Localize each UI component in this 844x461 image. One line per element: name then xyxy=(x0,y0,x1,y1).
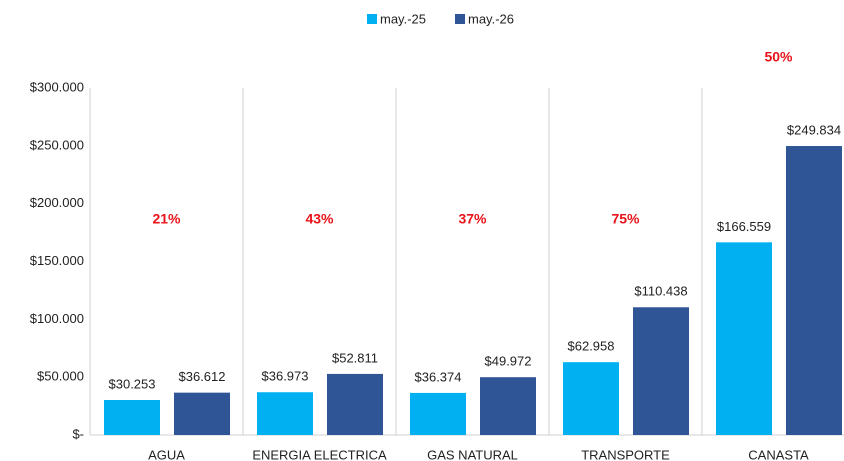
bar xyxy=(633,307,689,435)
bar xyxy=(257,392,313,435)
value-label: $110.438 xyxy=(634,284,687,299)
x-tick-label: CANASTA xyxy=(748,447,809,461)
bar xyxy=(563,362,619,435)
x-tick-label: AGUA xyxy=(148,447,185,461)
value-label: $36.374 xyxy=(415,369,462,384)
x-tick-label: TRANSPORTE xyxy=(581,447,670,461)
x-tick-label: GAS NATURAL xyxy=(427,447,518,461)
legend-label: may.-26 xyxy=(468,11,514,26)
value-label: $249.834 xyxy=(787,122,841,137)
bar xyxy=(480,377,536,435)
bar xyxy=(786,146,842,436)
x-tick-label: ENERGIA ELECTRICA xyxy=(252,447,387,461)
value-label: $36.612 xyxy=(179,369,226,384)
bar xyxy=(174,392,230,435)
annotation: 21% xyxy=(152,211,181,227)
annotation: 37% xyxy=(458,211,487,227)
annotation: 50% xyxy=(764,49,793,65)
bar xyxy=(716,242,772,435)
y-tick-label: $150.000 xyxy=(30,253,84,268)
annotation: 75% xyxy=(611,211,640,227)
value-label: $36.973 xyxy=(262,369,309,384)
bar xyxy=(327,373,383,435)
y-tick-label: $- xyxy=(72,426,84,441)
legend-swatch xyxy=(455,14,465,24)
value-label: $52.811 xyxy=(332,350,378,365)
legend-swatch xyxy=(367,14,377,24)
y-tick-label: $300.000 xyxy=(30,79,84,94)
legend-label: may.-25 xyxy=(380,11,426,26)
y-tick-label: $250.000 xyxy=(30,137,84,152)
bar xyxy=(410,392,466,435)
y-tick-label: $100.000 xyxy=(30,311,84,326)
annotation: 43% xyxy=(305,211,334,227)
value-label: $62.958 xyxy=(568,339,615,354)
value-label: $30.253 xyxy=(109,376,156,391)
y-tick-label: $50.000 xyxy=(37,369,84,384)
value-label: $166.559 xyxy=(717,219,771,234)
bar xyxy=(104,400,160,435)
value-label: $49.972 xyxy=(485,354,532,369)
y-tick-label: $200.000 xyxy=(30,195,84,210)
